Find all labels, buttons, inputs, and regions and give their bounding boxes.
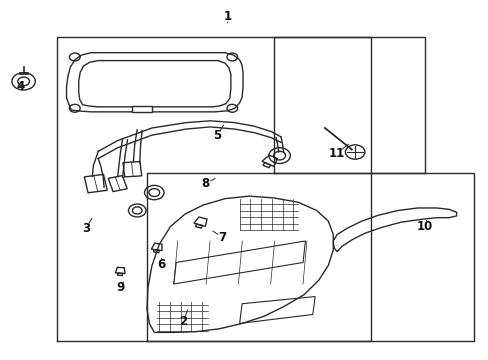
Text: 7: 7 [218,231,226,244]
Polygon shape [132,107,152,112]
Text: 11: 11 [328,147,345,159]
Text: 5: 5 [213,129,222,142]
Polygon shape [19,72,28,74]
Text: 6: 6 [157,258,165,271]
Text: 2: 2 [179,315,187,328]
Text: 9: 9 [116,281,124,294]
Text: 8: 8 [201,177,209,190]
Text: 4: 4 [16,80,24,93]
Text: 10: 10 [416,220,432,233]
Text: 3: 3 [82,222,90,235]
Text: 1: 1 [223,10,231,23]
